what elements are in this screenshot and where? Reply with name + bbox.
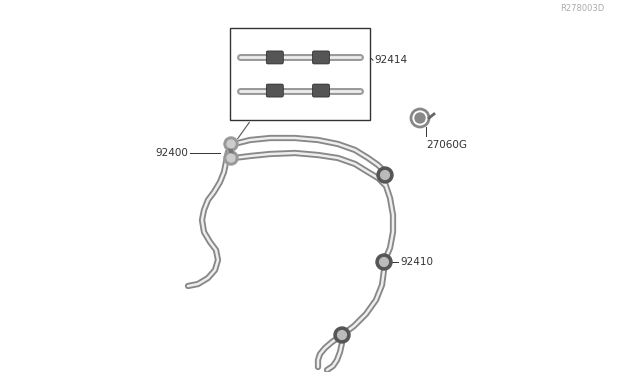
Circle shape [376,254,392,270]
FancyBboxPatch shape [266,84,284,97]
Text: 27060G: 27060G [426,140,467,150]
Text: 92410: 92410 [400,257,433,267]
FancyBboxPatch shape [312,51,330,64]
Circle shape [380,257,388,266]
FancyBboxPatch shape [266,51,284,64]
Circle shape [227,154,235,162]
Circle shape [227,140,235,148]
Circle shape [224,137,238,151]
Text: 92414: 92414 [374,55,407,65]
Circle shape [334,327,350,343]
Circle shape [415,113,425,123]
Circle shape [381,171,389,179]
Circle shape [338,331,346,339]
Bar [230,28,370,120]
Text: 92400: 92400 [155,148,188,158]
Circle shape [224,151,238,165]
FancyBboxPatch shape [312,84,330,97]
Circle shape [377,167,393,183]
Text: R278003D: R278003D [561,4,605,13]
